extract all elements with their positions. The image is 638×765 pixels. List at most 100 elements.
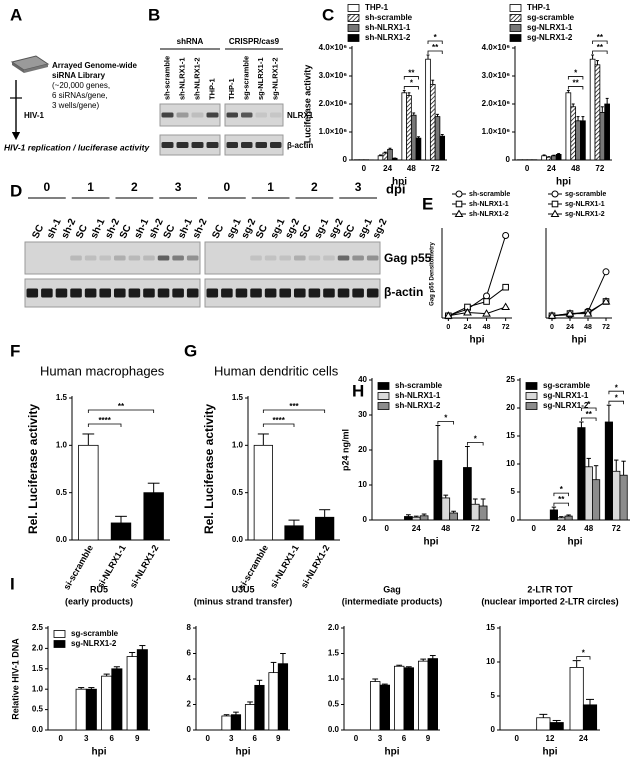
blot-band [84,288,97,298]
bar [549,509,558,521]
bar [439,135,446,161]
legend-label: sg-NLRX1-2 [71,639,117,648]
y-tick-label: 2.0 [32,644,44,653]
legend-swatch [347,14,360,22]
x-tick-label: 48 [584,524,593,533]
significance-bracket [262,409,326,413]
blot-band [241,142,253,148]
marker [601,297,611,305]
bar [612,470,621,521]
significance-bracket [553,502,569,507]
chart-subtitle: (early products) [65,596,133,606]
bar [377,155,384,161]
blot-band [143,255,155,261]
marker [482,309,491,317]
significance-label: * [574,69,578,78]
x-tick-label: 0 [550,324,554,331]
blot-band [128,255,141,261]
y-tick-label: 0 [187,725,192,734]
bar [410,114,417,161]
plate-icon [24,64,48,73]
line [551,301,607,317]
significance-bracket [427,40,443,44]
line [448,286,506,317]
bar [78,444,99,541]
y-tick-label: 4 [187,674,192,683]
y-tick-label: 1.5 [32,664,44,673]
y-tick-label: 2 [187,700,192,709]
y-tick-label: 0.0 [328,725,340,734]
blot-band [114,255,126,261]
marker [583,309,593,317]
x-tick-label: 6 [253,734,258,743]
bar [541,155,547,161]
x-tick-label: 9 [276,734,281,743]
y-tick-label: 1.0 [32,684,44,693]
blot [224,134,284,156]
x-tick-label: 0 [514,734,519,743]
y-tick-label: 0.0 [32,725,44,734]
y-tick-label: 2.0 [328,623,340,632]
blot [204,278,381,308]
blot-band [191,142,204,148]
y-tick-label: 0 [506,155,511,164]
bar [401,92,408,161]
blot-band [250,255,262,261]
y-tick-label: 30 [358,410,367,419]
bar [592,479,601,521]
bar [546,156,552,161]
bar [441,497,451,521]
legend-swatch [509,4,522,12]
marker [565,309,575,317]
blot-band [55,288,68,298]
blot [204,241,381,275]
legend-label: sg-scramble [543,381,591,390]
bar [415,137,422,161]
blot-band [250,288,262,298]
bar [403,667,415,731]
library-text: 3 wells/gene) [52,101,99,110]
lane-label: SC [254,223,270,240]
marker [551,190,559,198]
significance-label: * [582,649,586,658]
y-tick-label: 0 [343,155,348,164]
significance-label: * [434,33,438,42]
blot-band [99,288,111,298]
lane-label: THP-1 [207,78,216,100]
blot-band [308,288,321,298]
y-tick-label: 4.0×10⁶ [319,43,348,52]
significance-bracket [592,50,608,54]
x-tick-label: 72 [602,324,610,331]
legend-swatch [525,392,538,400]
y-tick-label: 0.0 [56,535,68,544]
legend-label: sg-NLRX1-1 [527,23,573,32]
legend-label: sg-NLRX1-2 [527,33,573,42]
lane-label: THP-1 [227,78,236,100]
blot-band [226,142,238,148]
legend-label: sh-scramble [365,13,413,22]
lane-label: SC [298,223,314,240]
y-tick-label: 25 [506,375,515,384]
day-label: 2 [311,180,318,194]
bar [536,717,551,731]
blot-band [70,288,82,298]
legend-label: sh-scramble [395,381,443,390]
significance-label: **** [98,416,111,425]
line [448,306,506,317]
bar [254,684,265,731]
panel-letter: C [322,5,334,24]
panel-a: Arrayed Genome-wide siRNA Library (~20,0… [4,55,150,152]
blot-band [264,288,277,298]
lane-label: sh-NLRX1-2 [192,57,201,100]
significance-label: ** [586,410,593,419]
x-axis-label: hpi [92,747,107,758]
bar [565,92,572,161]
y-tick-label: 8 [187,623,192,632]
blot-band [186,288,199,298]
y-tick-label: 3.0×10⁶ [482,71,511,80]
y-tick-label: 15 [506,431,515,440]
library-text: 6 siRNAs/gene, [52,91,108,100]
legend-label: sh-scramble [469,191,510,198]
legend-swatch [53,630,66,638]
bar [369,681,381,731]
